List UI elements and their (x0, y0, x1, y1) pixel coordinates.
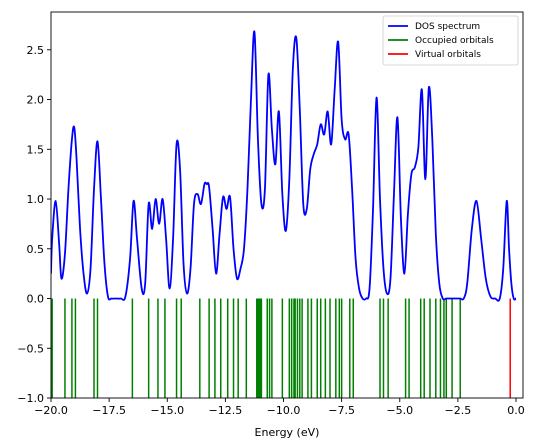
legend-label-occupied-orbitals: Occupied orbitals (415, 36, 494, 46)
plot-content (51, 30, 517, 398)
x-tick-label-1: −17.5 (92, 404, 126, 417)
axes: −20.0 −17.5 −15.0 −12.5 −10.0 −7.5 −5.0 −2.5 0.0… (17, 11, 525, 417)
x-tick-label-4: −10.0 (267, 404, 301, 417)
y-tick-label-3: 0.5 (27, 243, 45, 256)
x-tick-label-5: −7.5 (328, 404, 355, 417)
legend-label-virtual-orbitals: Virtual orbitals (415, 50, 481, 60)
dos-spectrum-line (51, 30, 517, 302)
x-tick-label-0: −20.0 (34, 404, 68, 417)
y-tick-label-4: 1.0 (27, 193, 45, 206)
axes-frame (50, 11, 524, 399)
y-tick-label-1: −0.5 (17, 342, 44, 355)
y-tick-label-7: 2.5 (27, 44, 45, 57)
legend-box (382, 15, 519, 66)
legend-label-dos-spectrum: DOS spectrum (415, 22, 480, 32)
x-tick-label-3: −12.5 (209, 404, 243, 417)
y-tick-label-0: −1.0 (17, 392, 44, 405)
y-tick-label-2: 0.0 (27, 293, 45, 306)
x-axis-label: Energy (eV) (255, 426, 320, 439)
legend: DOS spectrum Occupied orbitals Virtual orb… (382, 15, 519, 66)
x-tick-label-8: 0.0 (507, 404, 525, 417)
y-tick-label-6: 2.0 (27, 94, 45, 107)
y-tick-label-5: 1.5 (27, 143, 45, 156)
x-tick-label-7: −2.5 (445, 404, 472, 417)
x-tick-label-2: −15.0 (150, 404, 184, 417)
x-tick-label-6: −5.0 (386, 404, 413, 417)
plot-area (51, 30, 517, 398)
